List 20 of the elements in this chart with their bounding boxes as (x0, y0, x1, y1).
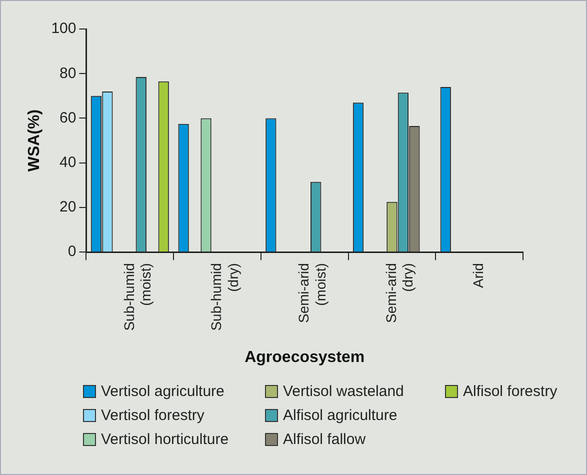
legend-label: Alfisol forestry (463, 382, 558, 400)
x-tick-label: Sub-humid (dry) (208, 263, 241, 331)
legend-label: Alfisol agriculture (283, 406, 398, 424)
legend-label: Vertisol horticulture (101, 430, 229, 448)
y-tick-label: 60 (60, 109, 76, 126)
legend-label: Alfisol fallow (283, 430, 366, 448)
x-axis-title: Agroecosystem (244, 348, 365, 366)
y-tick-label: 100 (51, 20, 76, 38)
y-tick-label: 40 (60, 154, 76, 171)
x-tick-label: Semi-arid (moist) (295, 263, 328, 324)
y-tick-label: 0 (68, 243, 76, 260)
legend-label: Vertisol wasteland (283, 382, 404, 400)
y-tick-label: 20 (60, 198, 76, 216)
legend-label: Vertisol forestry (101, 406, 204, 424)
x-tick-label: Semi-arid (dry) (382, 263, 416, 324)
y-axis-title: WSA(%) (26, 109, 44, 172)
x-tick-label: Arid (470, 263, 486, 288)
legend-label: Vertisol agriculture (101, 382, 224, 400)
y-tick-label: 80 (60, 64, 76, 82)
x-tick-label: Sub-humid (moist) (120, 263, 154, 331)
